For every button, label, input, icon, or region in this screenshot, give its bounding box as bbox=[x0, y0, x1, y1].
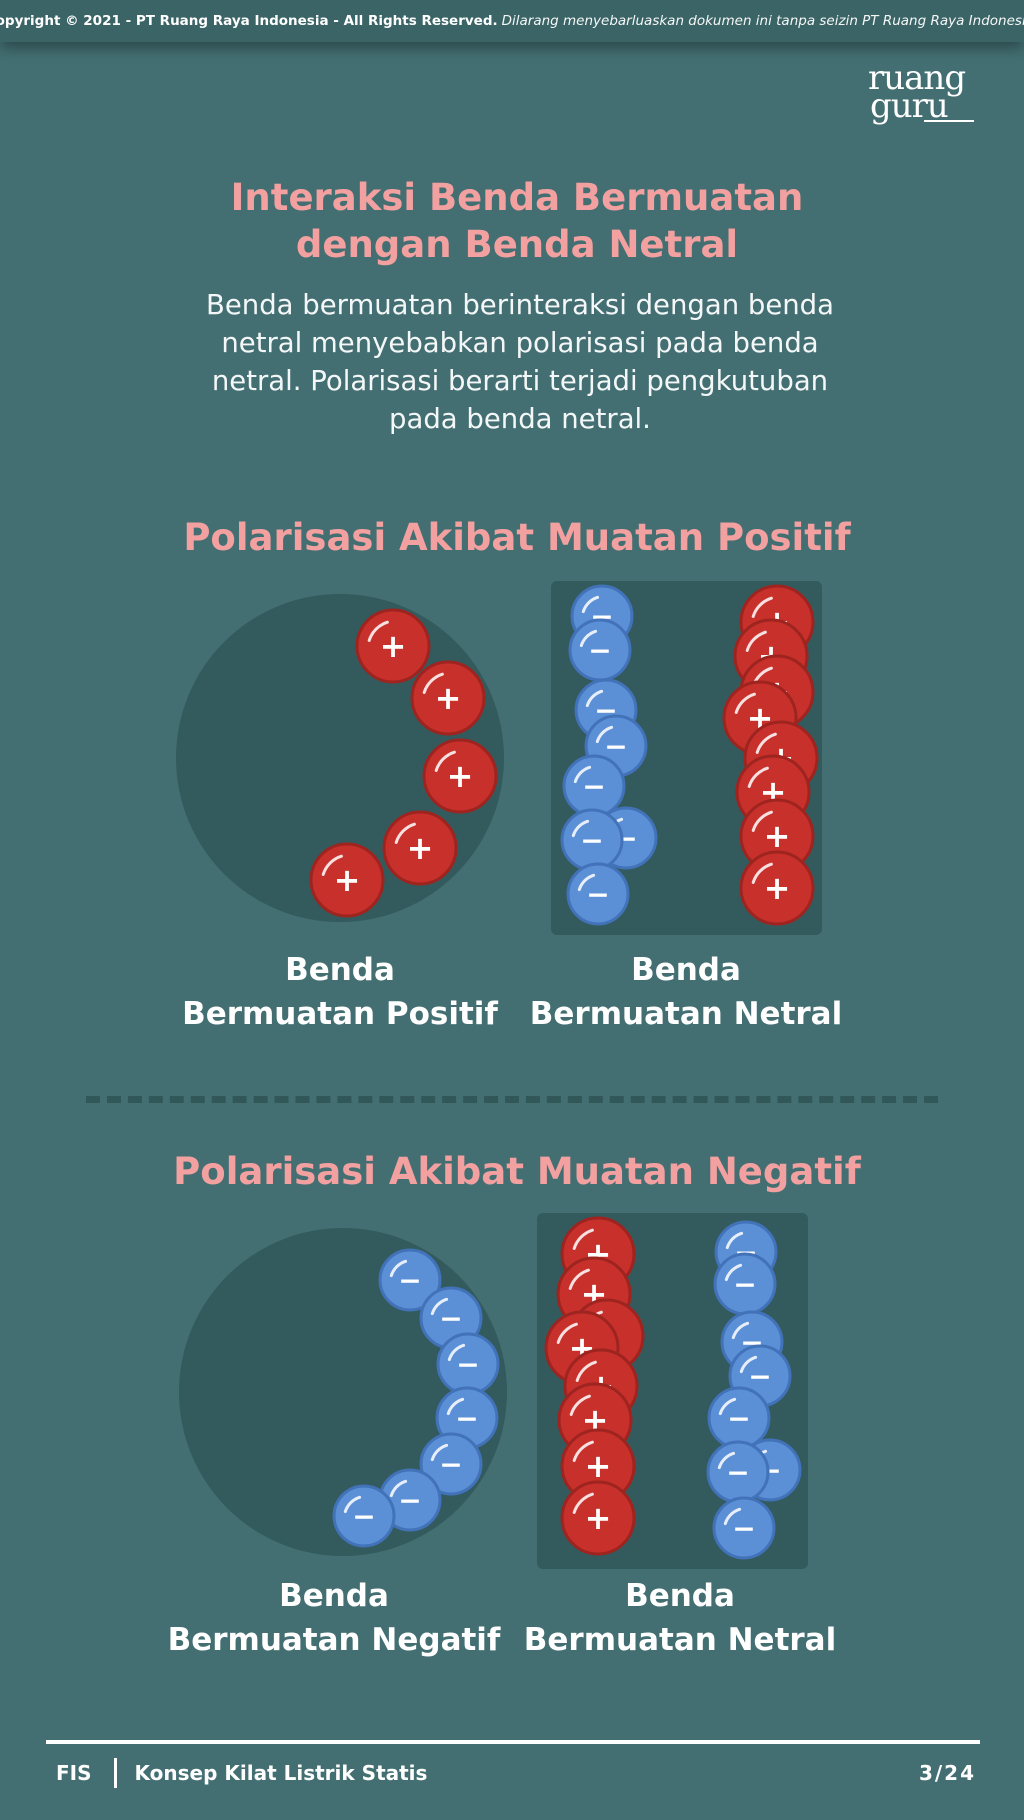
negative-charge: − bbox=[378, 1248, 442, 1312]
label-charged-positive-line-1: Benda bbox=[285, 952, 395, 988]
page-title: Interaksi Benda Bermuatan dengan Benda N… bbox=[0, 174, 1024, 268]
svg-text:−: − bbox=[398, 1264, 421, 1297]
negative-charge: − bbox=[332, 1484, 396, 1548]
negative-charge: − bbox=[707, 1386, 771, 1450]
svg-text:−: − bbox=[732, 1512, 755, 1545]
svg-text:+: + bbox=[447, 757, 474, 795]
positive-charge: + bbox=[382, 810, 458, 886]
svg-text:+: + bbox=[380, 627, 407, 665]
footer-separator bbox=[113, 1758, 117, 1788]
svg-text:+: + bbox=[585, 1499, 612, 1537]
label-charged-positive-line-2: Bermuatan Positif bbox=[182, 996, 498, 1032]
footer-subject: FIS bbox=[56, 1761, 92, 1785]
svg-text:−: − bbox=[439, 1302, 462, 1335]
svg-text:−: − bbox=[726, 1456, 749, 1489]
charges-layer-negative: −−−−−−−++++++++−−−−−−−− bbox=[332, 1216, 802, 1560]
polarization-negative-diagram: −−−−−−−++++++++−−−−−−−− bbox=[0, 1212, 1024, 1672]
negative-charge: − bbox=[713, 1252, 777, 1316]
svg-text:+: + bbox=[585, 1447, 612, 1485]
svg-text:−: − bbox=[352, 1500, 375, 1533]
label-neutral-negative-line-2: Bermuatan Netral bbox=[523, 1622, 837, 1658]
label-neutral-positive-line-1: Benda bbox=[631, 952, 741, 988]
charges-layer-positive: +++++−−−−−−−−++++++++ bbox=[309, 584, 819, 926]
svg-text:+: + bbox=[435, 679, 462, 717]
ruangguru-logo: ruang guru bbox=[868, 61, 978, 126]
diagram-negative-svg: −−−−−−−++++++++−−−−−−−− bbox=[179, 1213, 808, 1569]
label-charged-negative-line-2: Bermuatan Negatif bbox=[167, 1622, 501, 1658]
label-charged-positive: Benda Bermuatan Positif bbox=[160, 948, 520, 1036]
page-title-line-1: Interaksi Benda Bermuatan bbox=[230, 176, 804, 219]
label-neutral-negative: Benda Bermuatan Netral bbox=[500, 1574, 860, 1662]
section-title-positive: Polarisasi Akibat Muatan Positif bbox=[183, 516, 851, 559]
page-title-line-2: dengan Benda Netral bbox=[295, 223, 739, 266]
intro-line-1: Benda bermuatan berinteraksi dengan bend… bbox=[206, 289, 834, 321]
negative-charge: − bbox=[568, 618, 632, 682]
positive-charge: + bbox=[422, 738, 498, 814]
positive-charge: + bbox=[410, 660, 486, 736]
section-title-negative: Polarisasi Akibat Muatan Negatif bbox=[173, 1150, 861, 1193]
polarization-positive-diagram: +++++−−−−−−−−++++++++ bbox=[0, 580, 1024, 1040]
positive-charge: + bbox=[309, 842, 385, 918]
page-number: 3/24 bbox=[918, 1761, 976, 1785]
negative-charge: − bbox=[560, 808, 624, 872]
svg-text:−: − bbox=[455, 1402, 478, 1435]
section-divider bbox=[86, 1096, 938, 1103]
intro-line-3: netral. Polarisasi berarti terjadi pengk… bbox=[211, 365, 829, 397]
negative-charge: − bbox=[712, 1496, 776, 1560]
svg-text:−: − bbox=[580, 824, 603, 857]
positive-charge: + bbox=[739, 850, 815, 926]
svg-text:+: + bbox=[764, 817, 791, 855]
positive-charge: + bbox=[560, 1428, 636, 1504]
logo-line-2: guru bbox=[870, 86, 949, 126]
intro-line-2: netral menyebabkan polarisasi pada benda bbox=[221, 327, 819, 359]
logo-underline bbox=[924, 120, 974, 122]
positive-charge: + bbox=[355, 608, 431, 684]
svg-text:−: − bbox=[727, 1402, 750, 1435]
label-neutral-positive: Benda Bermuatan Netral bbox=[506, 948, 866, 1036]
footer: FIS Konsep Kilat Listrik Statis 3/24 bbox=[56, 1758, 976, 1788]
positive-charge: + bbox=[560, 1480, 636, 1556]
svg-text:−: − bbox=[748, 1360, 771, 1393]
svg-text:−: − bbox=[733, 1268, 756, 1301]
negative-charge: − bbox=[562, 754, 626, 818]
intro-line-4: pada benda netral. bbox=[389, 403, 651, 435]
footer-topic: Konsep Kilat Listrik Statis bbox=[134, 1761, 428, 1785]
svg-text:−: − bbox=[456, 1348, 479, 1381]
svg-text:−: − bbox=[398, 1484, 421, 1517]
label-charged-negative-line-1: Benda bbox=[279, 1578, 389, 1614]
negative-charge: − bbox=[566, 862, 630, 926]
diagram-positive-svg: +++++−−−−−−−−++++++++ bbox=[176, 581, 822, 935]
copyright-notice: Dilarang menyebarluaskan dokumen ini tan… bbox=[501, 13, 1024, 29]
svg-text:−: − bbox=[604, 730, 627, 763]
svg-text:−: − bbox=[439, 1448, 462, 1481]
copyright-bar: Copyright © 2021 - PT Ruang Raya Indones… bbox=[0, 0, 1024, 42]
svg-text:+: + bbox=[334, 861, 361, 899]
label-neutral-positive-line-2: Bermuatan Netral bbox=[529, 996, 843, 1032]
logo-line-1: ruang bbox=[868, 58, 966, 98]
label-charged-negative: Benda Bermuatan Negatif bbox=[154, 1574, 514, 1662]
intro-paragraph: Benda bermuatan berinteraksi dengan bend… bbox=[170, 286, 870, 438]
negative-charge: − bbox=[706, 1440, 770, 1504]
svg-text:−: − bbox=[582, 770, 605, 803]
svg-text:−: − bbox=[586, 878, 609, 911]
label-neutral-negative-line-1: Benda bbox=[625, 1578, 735, 1614]
copyright-text: Copyright © 2021 - PT Ruang Raya Indones… bbox=[0, 13, 498, 29]
svg-text:−: − bbox=[588, 634, 611, 667]
footer-rule bbox=[46, 1740, 980, 1744]
svg-text:+: + bbox=[764, 869, 791, 907]
negative-charge: − bbox=[419, 1432, 483, 1496]
svg-text:+: + bbox=[407, 829, 434, 867]
negative-charge: − bbox=[436, 1332, 500, 1396]
